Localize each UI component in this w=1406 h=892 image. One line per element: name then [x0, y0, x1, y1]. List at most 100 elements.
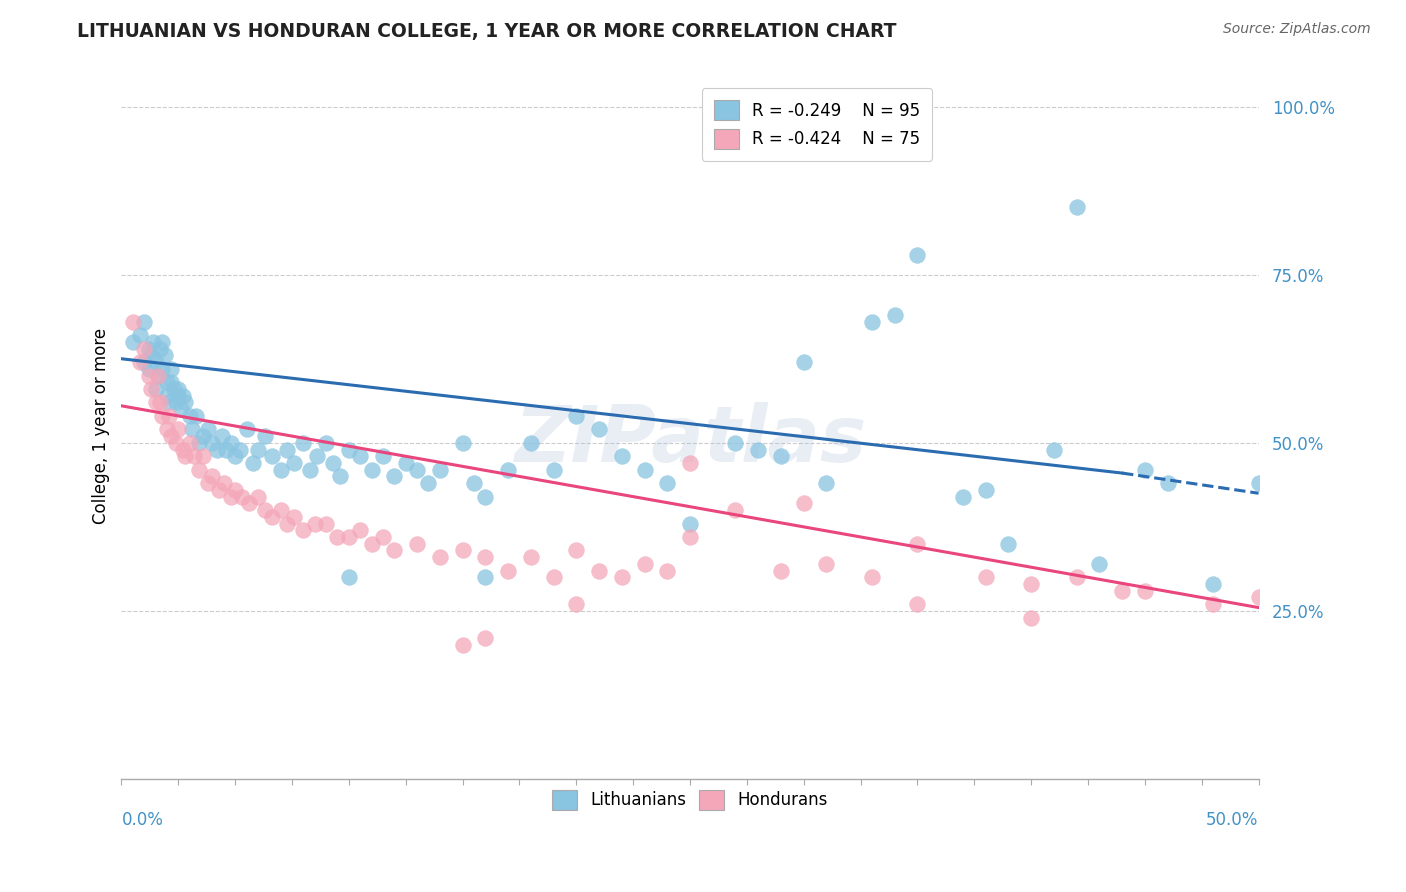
Point	[769, 564, 792, 578]
Point	[451, 543, 474, 558]
Point	[633, 463, 655, 477]
Point	[299, 463, 322, 477]
Point	[1202, 597, 1225, 611]
Point	[395, 456, 418, 470]
Point	[187, 463, 209, 477]
Point	[382, 469, 405, 483]
Point	[165, 435, 187, 450]
Point	[329, 469, 352, 483]
Point	[815, 557, 838, 571]
Point	[588, 422, 610, 436]
Point	[160, 429, 183, 443]
Point	[315, 435, 337, 450]
Point	[186, 409, 208, 423]
Point	[270, 503, 292, 517]
Point	[138, 368, 160, 383]
Point	[793, 355, 815, 369]
Point	[815, 476, 838, 491]
Point	[134, 315, 156, 329]
Point	[212, 476, 235, 491]
Point	[142, 334, 165, 349]
Point	[242, 456, 264, 470]
Point	[349, 523, 371, 537]
Point	[253, 503, 276, 517]
Point	[146, 368, 169, 383]
Point	[1247, 591, 1270, 605]
Point	[201, 435, 224, 450]
Point	[276, 442, 298, 457]
Point	[292, 523, 315, 537]
Point	[520, 550, 543, 565]
Point	[907, 247, 929, 261]
Point	[322, 456, 344, 470]
Point	[1156, 476, 1178, 491]
Point	[156, 422, 179, 436]
Point	[429, 463, 451, 477]
Point	[139, 348, 162, 362]
Point	[156, 389, 179, 403]
Point	[139, 382, 162, 396]
Point	[610, 570, 633, 584]
Point	[167, 382, 190, 396]
Point	[150, 362, 173, 376]
Point	[657, 476, 679, 491]
Point	[224, 483, 246, 497]
Point	[315, 516, 337, 531]
Point	[197, 476, 219, 491]
Point	[165, 395, 187, 409]
Point	[588, 564, 610, 578]
Point	[172, 389, 194, 403]
Point	[150, 409, 173, 423]
Point	[326, 530, 349, 544]
Point	[1043, 442, 1066, 457]
Point	[1111, 583, 1133, 598]
Point	[246, 490, 269, 504]
Point	[260, 509, 283, 524]
Point	[197, 422, 219, 436]
Point	[179, 409, 201, 423]
Point	[1019, 577, 1042, 591]
Point	[769, 450, 792, 464]
Point	[474, 570, 496, 584]
Point	[193, 429, 215, 443]
Point	[208, 483, 231, 497]
Point	[183, 450, 205, 464]
Point	[610, 450, 633, 464]
Point	[231, 490, 253, 504]
Point	[253, 429, 276, 443]
Point	[496, 463, 519, 477]
Point	[418, 476, 440, 491]
Point	[382, 543, 405, 558]
Point	[406, 463, 429, 477]
Point	[724, 435, 747, 450]
Point	[679, 516, 702, 531]
Point	[565, 543, 588, 558]
Text: LITHUANIAN VS HONDURAN COLLEGE, 1 YEAR OR MORE CORRELATION CHART: LITHUANIAN VS HONDURAN COLLEGE, 1 YEAR O…	[77, 22, 897, 41]
Point	[1066, 201, 1088, 215]
Point	[451, 435, 474, 450]
Point	[169, 402, 191, 417]
Point	[276, 516, 298, 531]
Point	[174, 395, 197, 409]
Point	[724, 503, 747, 517]
Point	[451, 638, 474, 652]
Point	[337, 570, 360, 584]
Point	[907, 537, 929, 551]
Point	[337, 530, 360, 544]
Point	[1202, 577, 1225, 591]
Point	[128, 328, 150, 343]
Point	[121, 315, 143, 329]
Point	[138, 362, 160, 376]
Point	[138, 342, 160, 356]
Point	[304, 516, 326, 531]
Point	[429, 550, 451, 565]
Point	[211, 429, 233, 443]
Point	[270, 463, 292, 477]
Point	[997, 537, 1019, 551]
Text: 50.0%: 50.0%	[1206, 811, 1258, 829]
Point	[121, 334, 143, 349]
Point	[860, 315, 883, 329]
Point	[201, 469, 224, 483]
Point	[228, 442, 250, 457]
Point	[292, 435, 315, 450]
